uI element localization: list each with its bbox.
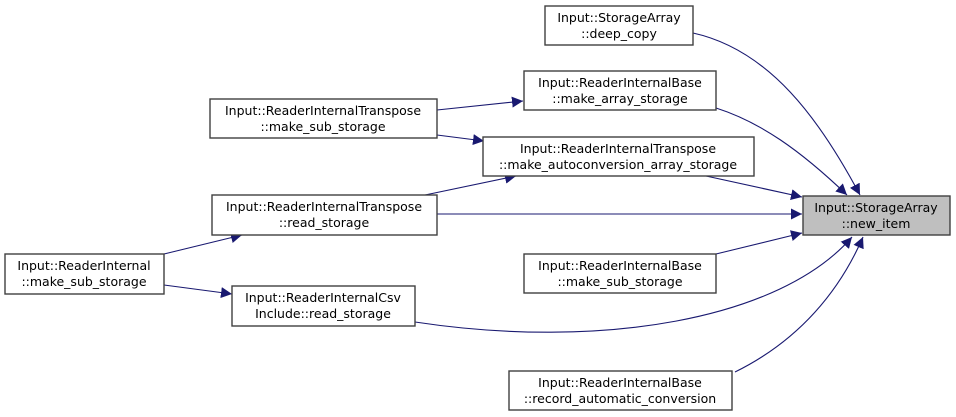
svg-text:::make_sub_storage: ::make_sub_storage [557,274,682,289]
svg-text:Input::ReaderInternalTranspose: Input::ReaderInternalTranspose [225,103,421,118]
edge-base-make-sub-storage-to-new-item [715,230,803,255]
svg-text:Input::StorageArray: Input::StorageArray [557,10,681,25]
edge-csv-read-storage-to-new-item [414,236,853,333]
node-transpose-read-storage[interactable]: Input::ReaderInternalTranspose ::read_st… [211,194,438,236]
edge-make-array-storage-to-new-item [715,107,848,196]
edge-transpose-read-to-autoconversion [424,172,517,196]
node-record-automatic-conversion[interactable]: Input::ReaderInternalBase ::record_autom… [508,370,733,411]
edge-internal-to-csv-read [163,284,233,299]
svg-text:::new_item: ::new_item [842,216,911,231]
edge-internal-to-transpose-read [163,232,243,255]
node-make-array-storage[interactable]: Input::ReaderInternalBase ::make_array_s… [523,70,717,111]
node-deep-copy[interactable]: Input::StorageArray ::deep_copy [544,5,694,46]
svg-text:Input::ReaderInternal: Input::ReaderInternal [17,258,150,273]
edges [163,32,864,373]
node-new-item[interactable]: Input::StorageArray ::new_item [802,195,951,236]
svg-text:Input::ReaderInternalTranspose: Input::ReaderInternalTranspose [226,199,422,214]
edge-autoconversion-to-new-item [705,175,803,201]
edge-transpose-make-sub-to-autoconversion [436,134,485,146]
svg-text:Input::ReaderInternalBase: Input::ReaderInternalBase [538,75,702,90]
svg-text:::make_sub_storage: ::make_sub_storage [21,274,146,289]
edge-transpose-make-sub-to-make-array [436,96,524,111]
svg-text:::make_autoconversion_array_st: ::make_autoconversion_array_storage [499,157,737,172]
svg-text:Input::ReaderInternalCsv: Input::ReaderInternalCsv [245,290,401,305]
edge-deep-copy-to-new-item [692,32,861,196]
svg-text:Input::ReaderInternalBase: Input::ReaderInternalBase [538,375,702,390]
svg-text:::read_storage: ::read_storage [279,215,370,230]
svg-text:::deep_copy: ::deep_copy [581,26,657,41]
edge-record-conversion-to-new-item [734,236,864,373]
node-internal-make-sub-storage[interactable]: Input::ReaderInternal ::make_sub_storage [4,253,165,295]
svg-text:Input::StorageArray: Input::StorageArray [814,200,938,215]
svg-text:::make_array_storage: ::make_array_storage [552,91,688,106]
svg-text:Include::read_storage: Include::read_storage [255,306,391,321]
node-csv-read-storage[interactable]: Input::ReaderInternalCsv Include::read_s… [231,285,416,327]
svg-text:::record_automatic_conversion: ::record_automatic_conversion [524,391,716,406]
svg-text:Input::ReaderInternalTranspose: Input::ReaderInternalTranspose [520,141,716,156]
node-transpose-make-sub-storage[interactable]: Input::ReaderInternalTranspose ::make_su… [209,98,438,139]
node-make-autoconversion-array-storage[interactable]: Input::ReaderInternalTranspose ::make_au… [482,136,755,177]
svg-text:Input::ReaderInternalBase: Input::ReaderInternalBase [538,258,702,273]
node-base-make-sub-storage[interactable]: Input::ReaderInternalBase ::make_sub_sto… [523,253,717,294]
svg-text:::make_sub_storage: ::make_sub_storage [260,119,385,134]
